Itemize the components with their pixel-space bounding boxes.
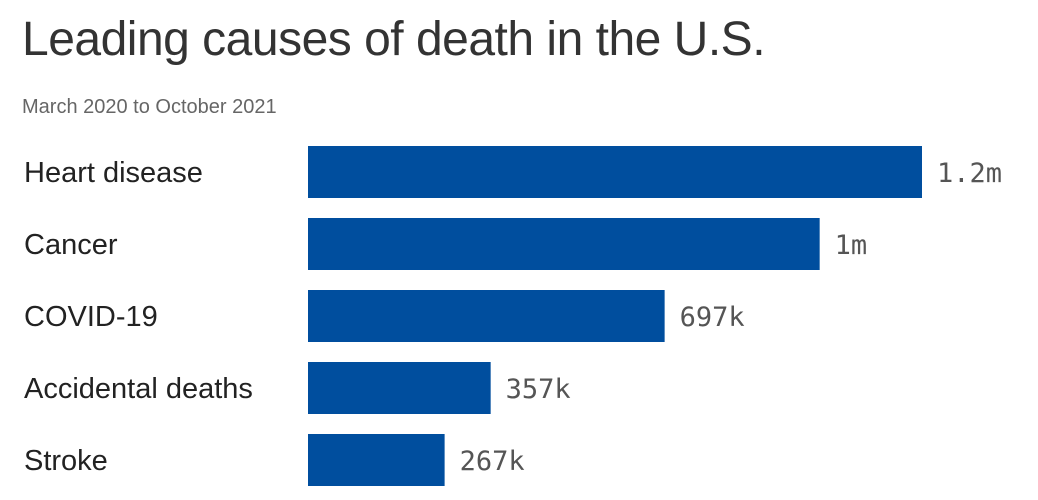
value-label: 697k bbox=[680, 302, 745, 333]
category-label: Heart disease bbox=[24, 157, 203, 189]
chart-title: Leading causes of death in the U.S. bbox=[22, 13, 766, 66]
bar bbox=[308, 218, 820, 270]
bar bbox=[308, 434, 445, 486]
value-label: 267k bbox=[460, 446, 525, 477]
value-label: 1.2m bbox=[937, 158, 1002, 189]
category-label: COVID-19 bbox=[24, 301, 158, 333]
bar bbox=[308, 362, 491, 414]
bar bbox=[308, 290, 665, 342]
category-label: Accidental deaths bbox=[24, 373, 253, 405]
category-label: Stroke bbox=[24, 445, 108, 477]
bar bbox=[308, 146, 922, 198]
value-label: 1m bbox=[835, 230, 868, 261]
value-label: 357k bbox=[506, 374, 571, 405]
chart-subtitle: March 2020 to October 2021 bbox=[22, 96, 277, 118]
category-label: Cancer bbox=[24, 229, 118, 261]
